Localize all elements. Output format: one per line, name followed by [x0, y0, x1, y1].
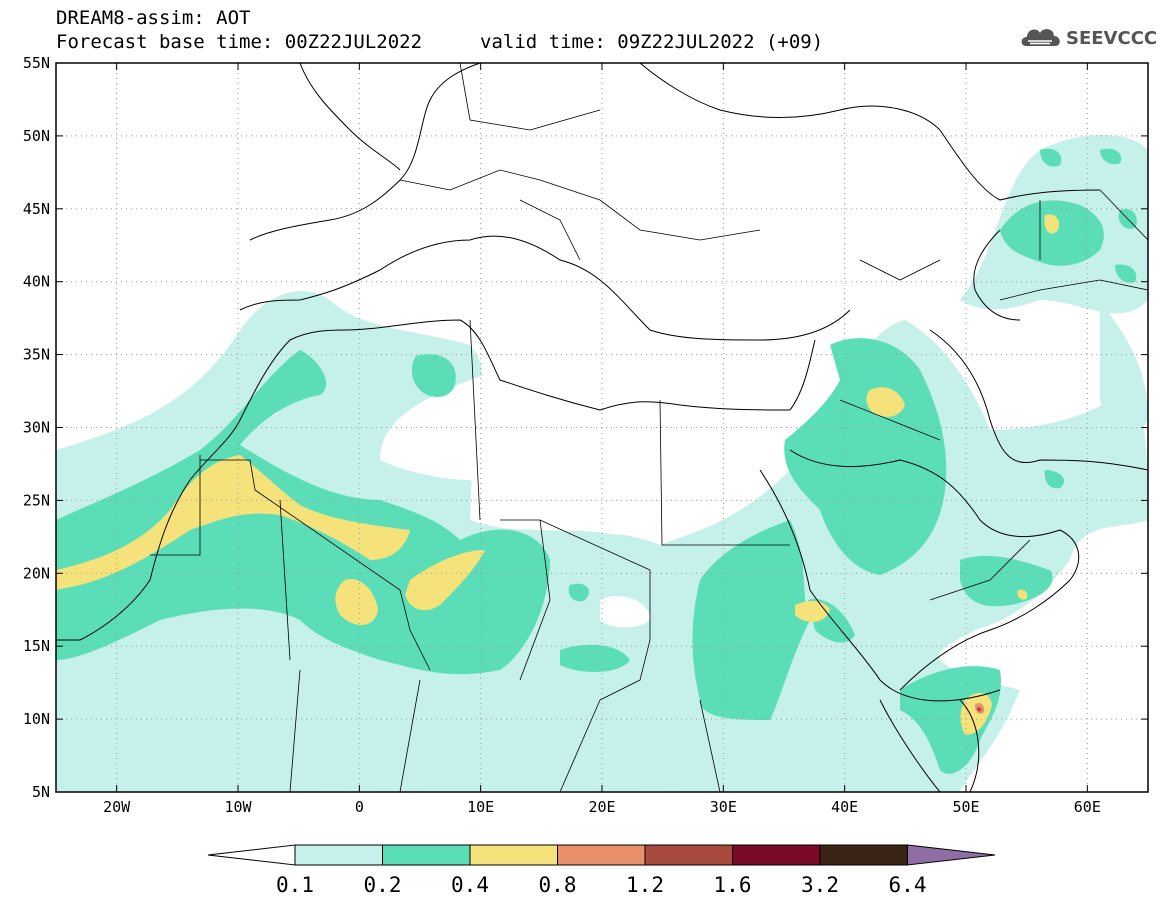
lon-label: 10E	[467, 798, 494, 816]
colorbar-lower-arrow	[207, 844, 296, 866]
lon-label: 0	[355, 798, 364, 816]
longitude-labels: 20W 10W 0 10E 20E 30E 40E 50E 60E	[103, 798, 1101, 816]
colorbar-swatch	[294, 844, 383, 866]
colorbar-swatch	[819, 844, 908, 866]
colorbar-swatch	[644, 844, 733, 866]
lon-label: 20E	[588, 798, 615, 816]
lat-label: 55N	[23, 54, 50, 72]
colorbar-label: 3.2	[801, 873, 839, 897]
lat-label: 25N	[23, 491, 50, 509]
valid-time: valid time: 09Z22JUL2022 (+09)	[480, 31, 824, 53]
colorbar-label: 0.2	[364, 873, 402, 897]
lon-label: 30E	[710, 798, 737, 816]
colorbar-label: 1.2	[626, 873, 664, 897]
country-borders	[150, 63, 1148, 792]
logo-text: SEEVCCC	[1066, 28, 1158, 49]
colorbar-swatch	[382, 844, 471, 866]
coastlines	[56, 63, 1148, 792]
lat-label: 50N	[23, 127, 50, 145]
lat-label: 30N	[23, 419, 50, 437]
colorbar: 0.1 0.2 0.4 0.8 1.2 1.6 3.2 6.4	[207, 844, 996, 897]
axis-ticks	[56, 62, 1148, 793]
lat-label: 35N	[23, 346, 50, 364]
colorbar-swatch	[557, 844, 646, 866]
lon-label: 10W	[224, 798, 252, 816]
colorbar-swatch	[732, 844, 821, 866]
seevccc-logo: SEEVCCC	[1018, 22, 1158, 56]
colorbar-swatch	[469, 844, 558, 866]
aot-field	[56, 135, 1148, 792]
lat-label: 10N	[23, 710, 50, 728]
lon-label: 20W	[103, 798, 131, 816]
lat-label: 15N	[23, 637, 50, 655]
aot-high-spots	[975, 702, 985, 714]
colorbar-label: 0.4	[451, 873, 489, 897]
latitude-labels: 55N 50N 45N 40N 35N 30N 25N 20N 15N 10N 5N	[23, 54, 50, 801]
lat-label: 40N	[23, 273, 50, 291]
aot-level-0.4	[56, 214, 1060, 735]
colorbar-label: 0.8	[539, 873, 577, 897]
colorbar-label: 1.6	[714, 873, 752, 897]
lon-label: 50E	[952, 798, 979, 816]
lon-label: 40E	[831, 798, 858, 816]
forecast-base-time: Forecast base time: 00Z22JUL2022	[56, 31, 423, 53]
map-title: DREAM8-assim: AOT	[56, 7, 251, 29]
colorbar-label: 6.4	[889, 873, 927, 897]
lat-label: 45N	[23, 200, 50, 218]
colorbar-label: 0.1	[276, 873, 314, 897]
cloud-icon	[1021, 29, 1060, 46]
colorbar-upper-arrow	[907, 844, 996, 866]
lon-label: 60E	[1074, 798, 1101, 816]
lat-label: 5N	[32, 783, 50, 801]
lat-label: 20N	[23, 564, 50, 582]
